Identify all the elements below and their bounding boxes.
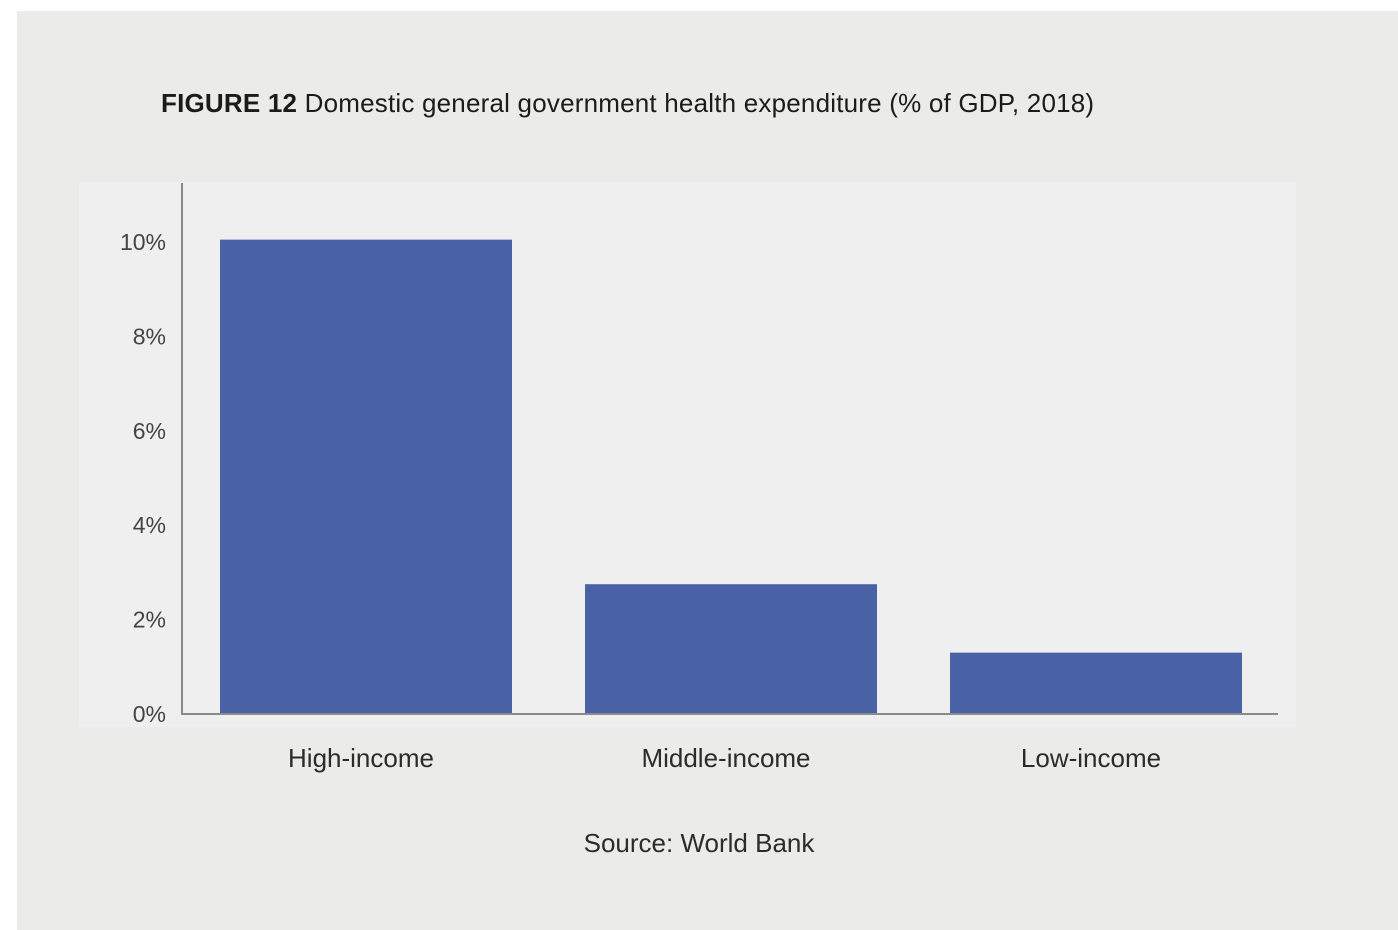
- bar-middle-income: [585, 584, 877, 714]
- bar-high-income: [220, 239, 512, 714]
- x-category-labels: High-income Middle-income Low-income: [288, 743, 1161, 773]
- x-tick-label: Low-income: [1021, 743, 1161, 773]
- figure-title: FIGURE 12 Domestic general government he…: [161, 88, 1094, 119]
- y-tick-label: 6%: [133, 418, 166, 444]
- figure-title-text: Domestic general government health expen…: [304, 88, 1095, 118]
- y-tick-label: 0%: [133, 701, 166, 727]
- y-tick-label: 10%: [120, 229, 166, 255]
- bars-layer: [220, 239, 1242, 714]
- y-tick-label: 4%: [133, 512, 166, 538]
- figure-label: FIGURE 12: [161, 88, 298, 118]
- source-note: Source: World Bank: [583, 828, 815, 858]
- x-tick-label: Middle-income: [641, 743, 810, 773]
- bar-low-income: [950, 652, 1242, 714]
- x-tick-label: High-income: [288, 743, 434, 773]
- y-tick-label: 2%: [133, 607, 166, 633]
- y-tick-labels: 0% 2% 4% 6% 8% 10%: [120, 229, 166, 727]
- y-tick-label: 8%: [133, 323, 166, 349]
